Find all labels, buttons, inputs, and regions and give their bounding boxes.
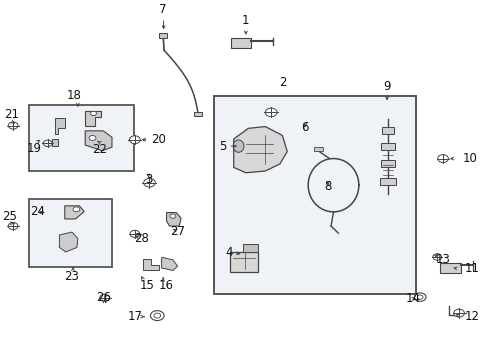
Text: 5: 5 [220,140,227,153]
Text: 24: 24 [30,205,45,219]
Bar [440,264,461,273]
Circle shape [415,293,426,301]
Circle shape [100,294,110,301]
Circle shape [454,309,465,317]
Circle shape [8,222,18,230]
Text: 4: 4 [225,246,233,259]
Text: 6: 6 [301,121,309,134]
Bar [29,199,112,267]
Bar [194,112,202,116]
Bar [381,143,395,150]
Text: 22: 22 [92,143,107,156]
Text: 28: 28 [134,232,148,245]
Bar [314,147,323,152]
Text: 15: 15 [140,279,154,292]
Polygon shape [167,212,181,226]
Bar [29,105,134,171]
Bar [380,178,396,185]
Text: 16: 16 [159,279,174,292]
Text: 27: 27 [170,225,185,238]
Text: 25: 25 [2,210,17,222]
Bar [231,39,251,48]
Circle shape [89,135,96,140]
Circle shape [43,140,52,147]
Text: 21: 21 [4,108,19,121]
Text: 10: 10 [463,152,477,165]
Text: 8: 8 [324,180,332,193]
Bar [243,244,258,252]
Text: 12: 12 [465,310,480,323]
Circle shape [170,214,176,218]
Text: 7: 7 [159,4,167,17]
Circle shape [433,254,441,260]
Bar [381,160,395,167]
Polygon shape [65,206,84,219]
Text: 20: 20 [151,133,166,146]
Polygon shape [55,118,65,134]
Text: 26: 26 [96,291,111,304]
Bar [382,127,394,134]
Circle shape [417,295,423,299]
Text: 14: 14 [405,292,420,305]
Polygon shape [234,127,287,173]
Bar [159,33,167,38]
Text: 23: 23 [64,270,79,283]
Text: 3: 3 [145,173,152,186]
Circle shape [150,311,164,320]
Circle shape [144,179,155,187]
Bar [214,96,416,293]
Text: 9: 9 [383,80,391,93]
Circle shape [73,207,80,212]
Text: 18: 18 [67,89,82,102]
Circle shape [154,313,161,318]
Ellipse shape [233,140,244,152]
Circle shape [130,230,140,238]
Circle shape [8,122,18,129]
Text: 1: 1 [242,14,249,27]
Text: 13: 13 [436,253,450,266]
Circle shape [438,155,448,162]
Text: 2: 2 [279,76,286,89]
Text: 17: 17 [128,310,143,323]
Bar [230,252,258,271]
Polygon shape [162,257,178,270]
Polygon shape [51,139,58,146]
Circle shape [91,111,97,116]
Polygon shape [85,131,112,151]
Polygon shape [59,232,78,252]
Text: 19: 19 [26,142,42,155]
Circle shape [266,108,277,117]
Polygon shape [85,111,101,126]
Text: 11: 11 [465,262,480,275]
Circle shape [129,136,140,144]
Polygon shape [143,259,159,270]
